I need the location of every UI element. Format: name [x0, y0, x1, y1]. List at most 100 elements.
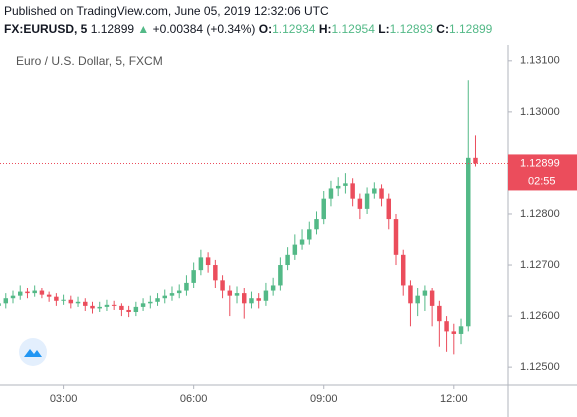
candle-body — [0, 303, 1, 306]
candle-body — [335, 185, 341, 189]
candle-body — [68, 299, 74, 304]
h-label: H: — [318, 22, 332, 36]
y-tick-label: 1.12600 — [520, 310, 560, 322]
candle-body — [97, 306, 102, 309]
candle-body — [111, 304, 117, 306]
candles — [0, 80, 478, 355]
candle-body — [3, 298, 9, 304]
candle-body — [328, 188, 334, 199]
candle-body — [176, 290, 182, 294]
candle-body — [379, 188, 384, 199]
countdown-label: 02:55 — [528, 175, 556, 187]
candle-body — [285, 254, 290, 266]
candle-body — [205, 257, 211, 266]
last-price-label: 1.12899 — [520, 157, 560, 169]
candle-body — [314, 219, 319, 230]
candle-body — [227, 290, 233, 296]
candle-body — [408, 285, 413, 304]
y-tick-label: 1.12700 — [520, 259, 560, 271]
candle-body — [46, 294, 52, 297]
y-tick-label: 1.13100 — [520, 55, 560, 67]
x-tick-label: 06:00 — [180, 393, 208, 405]
l-label: L: — [378, 22, 390, 36]
candle-body — [10, 295, 16, 299]
candle-body — [198, 257, 204, 271]
candle-body — [278, 265, 283, 286]
candle-body — [83, 301, 88, 306]
candle-body — [292, 244, 298, 255]
candle-body — [429, 290, 435, 306]
candle-body — [104, 304, 110, 307]
candle-body — [437, 305, 442, 322]
candle-body — [191, 270, 196, 283]
candle-body — [444, 321, 449, 332]
candle-body — [270, 285, 276, 291]
candle-body — [75, 301, 81, 304]
candle-body — [343, 183, 348, 186]
candle-body — [386, 198, 392, 220]
candle-body — [155, 298, 160, 302]
candle-body — [263, 290, 269, 301]
change: +0.00384 (+0.34%) — [152, 22, 256, 36]
candle-body — [133, 306, 139, 312]
candle-body — [126, 309, 131, 312]
candle-body — [54, 296, 59, 301]
candle-body — [400, 254, 406, 286]
l-value: 1.12893 — [389, 22, 433, 36]
candle-body — [234, 293, 240, 296]
candle-body — [458, 326, 464, 334]
price: 1.12899 — [90, 22, 135, 36]
y-tick-label: 1.13000 — [520, 106, 560, 118]
candle-body — [256, 298, 261, 301]
candle-body — [321, 198, 326, 220]
o-label: O: — [258, 22, 273, 36]
candle-body — [249, 298, 254, 304]
candle-body — [466, 157, 471, 327]
candle-body — [415, 295, 420, 304]
x-tick-label: 12:00 — [440, 393, 468, 405]
candle-body — [61, 299, 66, 301]
candle-body — [350, 183, 355, 199]
o-value: 1.12934 — [272, 22, 316, 36]
candle-body — [473, 157, 478, 164]
candle-body — [140, 303, 146, 307]
candle-body — [162, 295, 167, 299]
candle-body — [422, 290, 428, 296]
c-value: 1.12899 — [448, 22, 493, 36]
candle-body — [372, 188, 377, 194]
y-tick-label: 1.12800 — [520, 208, 560, 220]
candle-body — [17, 291, 23, 296]
candle-body — [184, 282, 189, 291]
candle-body — [148, 301, 153, 304]
candle-body — [39, 290, 45, 295]
h-value: 1.12954 — [331, 22, 375, 36]
candle-body — [357, 198, 363, 209]
candle-body — [451, 331, 457, 334]
candle-body — [90, 305, 95, 309]
logo — [19, 338, 47, 366]
symbol-line: FX:EURUSD, 5 1.12899 ▲ +0.00384 (+0.34%)… — [4, 22, 492, 36]
candle-body — [169, 293, 175, 296]
candle-body — [364, 193, 370, 209]
candle-body — [119, 305, 124, 310]
y-tick-label: 1.12500 — [520, 361, 560, 373]
last-price-tag — [508, 154, 577, 191]
c-label: C: — [436, 22, 449, 36]
candle-body — [32, 290, 37, 294]
candle-body — [213, 265, 218, 281]
candle-body — [242, 293, 247, 304]
symbol: FX:EURUSD, 5 — [4, 22, 88, 36]
x-tick-label: 09:00 — [310, 393, 338, 405]
candle-body — [220, 280, 225, 291]
candle-body — [393, 219, 399, 255]
candle-body — [299, 239, 305, 245]
candle-body — [25, 291, 30, 294]
legend-title: Euro / U.S. Dollar, 5, FXCM — [16, 54, 163, 68]
plot-area — [0, 45, 508, 385]
published-line: Published on TradingView.com, June 05, 2… — [4, 4, 329, 18]
x-tick-label: 03:00 — [50, 393, 78, 405]
up-arrow: ▲ — [137, 22, 150, 36]
candle-body — [307, 229, 312, 240]
